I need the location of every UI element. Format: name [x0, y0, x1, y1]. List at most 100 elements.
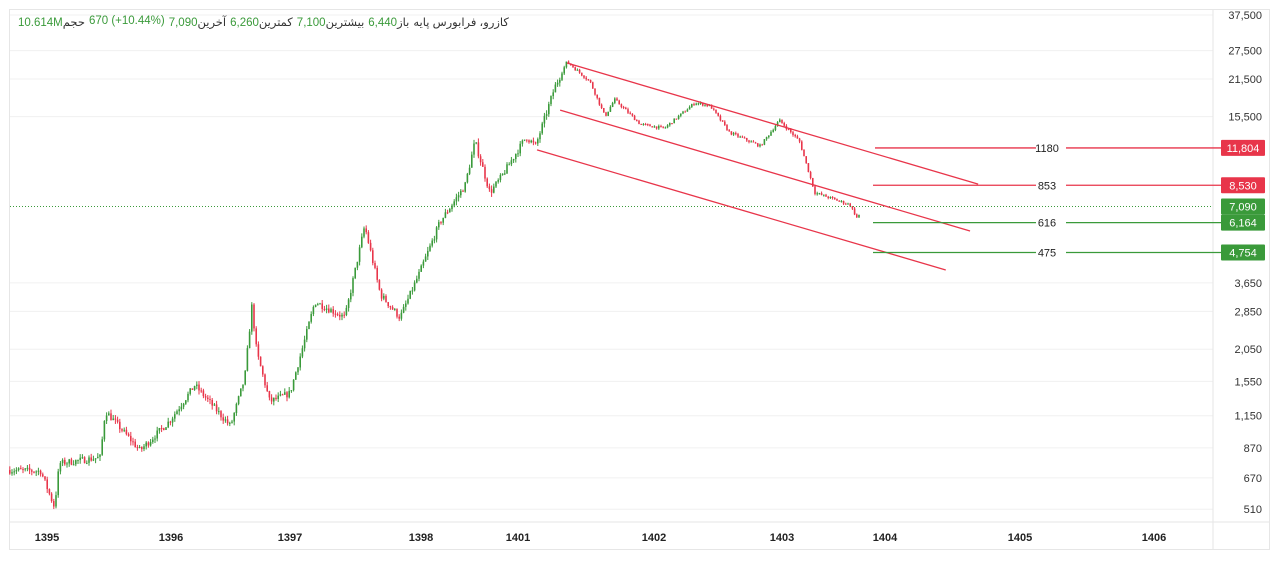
- y-tick-label: 27,500: [1228, 46, 1262, 58]
- candle-body: [543, 115, 546, 124]
- y-tick-label: 510: [1244, 504, 1262, 516]
- candle-body: [823, 194, 825, 196]
- volume-label: حجم: [62, 17, 85, 29]
- price-tag-label: 6,164: [1229, 218, 1257, 230]
- candle-body: [726, 124, 728, 131]
- candle-body: [730, 131, 733, 135]
- candle-body: [477, 142, 480, 157]
- candle-body: [490, 189, 493, 193]
- channel-trendline: [559, 109, 971, 232]
- candle-body: [204, 396, 207, 398]
- candle-body: [114, 418, 117, 420]
- candle-body: [53, 501, 55, 507]
- candle-body: [350, 292, 352, 300]
- channel-trendline: [536, 149, 946, 271]
- price-tag-label: 11,804: [1227, 143, 1260, 155]
- candle-body: [759, 144, 761, 147]
- candle-body: [193, 386, 196, 390]
- candle-body: [314, 304, 317, 307]
- candle-body: [248, 331, 251, 349]
- candle-body: [187, 393, 189, 401]
- candle-body: [273, 397, 275, 402]
- y-tick-label: 21,500: [1228, 74, 1262, 86]
- candle-body: [781, 119, 783, 123]
- candle-body: [75, 460, 77, 465]
- candle-body: [275, 397, 277, 399]
- candle-body: [149, 441, 152, 446]
- candle-body: [231, 421, 233, 423]
- candle-body: [537, 139, 539, 144]
- candle-body: [105, 415, 108, 422]
- candle-body: [138, 446, 141, 448]
- symbol-name: کازرو، فرابورس پایه: [413, 17, 509, 29]
- candle-body: [202, 390, 205, 397]
- candle-body: [587, 79, 590, 81]
- candle-body: [330, 309, 332, 313]
- candle-body: [488, 186, 491, 190]
- candle-body: [147, 442, 150, 446]
- candle-body: [402, 306, 405, 313]
- candle-body: [28, 467, 31, 471]
- candle-body: [834, 197, 836, 200]
- candle-body: [156, 430, 158, 439]
- candle-body: [506, 164, 508, 174]
- candle-body: [176, 411, 178, 415]
- candle-body: [796, 136, 799, 139]
- candle-body: [455, 197, 458, 202]
- candle-body: [70, 459, 73, 465]
- candle-body: [574, 67, 576, 71]
- candle-body: [171, 418, 174, 423]
- candle-body: [134, 441, 136, 448]
- candle-body: [620, 104, 623, 108]
- candle-body: [847, 203, 849, 205]
- candle-body: [39, 470, 42, 475]
- candle-body: [541, 123, 543, 134]
- candle-body: [790, 129, 792, 133]
- candle-body: [224, 419, 227, 421]
- candle-body: [614, 98, 616, 103]
- candle-body: [515, 153, 517, 160]
- candle-body: [548, 104, 550, 115]
- candle-body: [130, 435, 132, 442]
- level-text: 1180: [1035, 143, 1059, 155]
- candle-body: [352, 278, 354, 293]
- candle-body: [583, 75, 585, 78]
- candle-body: [653, 126, 656, 128]
- candle-body: [112, 418, 114, 421]
- candle-body: [814, 186, 816, 194]
- level-text: 475: [1038, 248, 1056, 260]
- candle-body: [101, 439, 103, 455]
- candle-body: [794, 135, 796, 137]
- candle-body: [108, 413, 110, 416]
- candle-body: [572, 65, 574, 68]
- candle-body: [801, 141, 803, 150]
- candle-body: [818, 193, 821, 195]
- candle-body: [563, 67, 565, 74]
- candle-body: [264, 374, 266, 386]
- candle-body: [609, 106, 612, 112]
- candle-body: [336, 314, 339, 316]
- candle-body: [453, 201, 455, 206]
- candle-body: [706, 104, 708, 107]
- candle-body: [163, 428, 165, 431]
- x-tick-label: 1395: [35, 532, 59, 544]
- candle-body: [407, 298, 409, 304]
- candle-body: [840, 200, 843, 202]
- candle-body: [735, 133, 737, 135]
- candle-body: [22, 469, 24, 471]
- candle-body: [61, 459, 64, 464]
- candle-body: [420, 265, 422, 272]
- candle-body: [737, 134, 739, 137]
- candle-body: [627, 109, 629, 113]
- candle-body: [684, 111, 686, 113]
- candle-body: [398, 316, 400, 319]
- x-tick-label: 1396: [159, 532, 183, 544]
- candle-body: [418, 271, 420, 279]
- candle-body: [442, 217, 444, 223]
- candle-body: [303, 339, 306, 349]
- candle-body: [693, 104, 695, 106]
- candle-body: [666, 125, 669, 128]
- candle-body: [435, 227, 438, 240]
- candle-body: [233, 413, 235, 422]
